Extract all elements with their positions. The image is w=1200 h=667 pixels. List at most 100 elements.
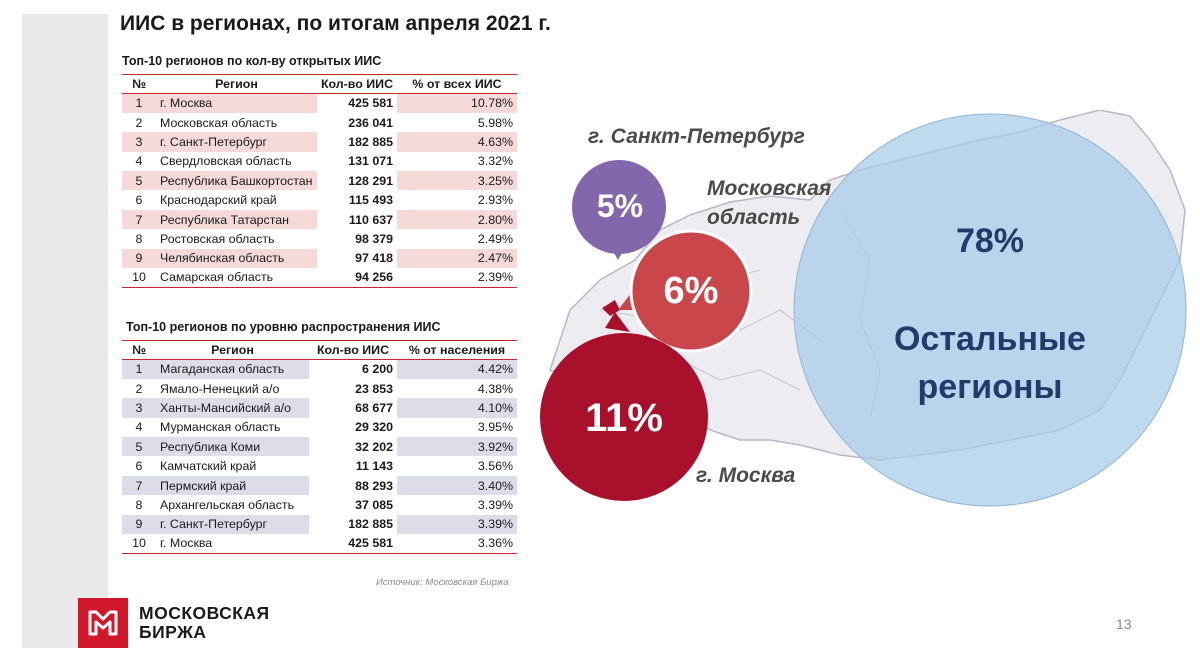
table-caption: Топ-10 регионов по уровню распространени…	[126, 320, 441, 334]
cell-region: Московская область	[160, 115, 278, 130]
cell-num: 8	[135, 497, 143, 512]
cell-pct: 3.40%	[397, 475, 517, 496]
cell-pct: 3.32%	[477, 154, 513, 169]
cell-region: Камчатский край	[160, 459, 257, 474]
table-row: 6 Камчатский край 11 143 3.56%	[122, 456, 517, 476]
cell-count: 29 320	[309, 417, 397, 438]
header-pct: % от всех ИИС	[397, 74, 517, 94]
cell-count: 425 581	[317, 93, 397, 113]
cell-region: г. Москва	[156, 93, 317, 113]
cell-num: 1	[122, 359, 156, 379]
cell-pct: 4.38%	[477, 381, 513, 396]
cell-pct: 2.39%	[397, 268, 517, 288]
table-row: 1 Магаданская область 6 200 4.42%	[122, 359, 517, 379]
data-table: № Регион Кол-во ИИС % от населения 1 Мага…	[122, 340, 517, 554]
table-row: 10 г. Москва 425 581 3.36%	[122, 534, 517, 554]
cell-num: 7	[122, 209, 156, 230]
cell-region: Мурманская область	[160, 420, 281, 435]
cell-region: Ханты-Мансийский а/о	[156, 398, 309, 418]
table-row: 4 Мурманская область 29 320 3.95%	[122, 417, 517, 438]
cell-count: 94 256	[317, 268, 397, 288]
logo-text: МОСКОВСКАЯ БИРЖА	[139, 604, 270, 642]
table-row: 10 Самарская область 94 256 2.39%	[122, 268, 517, 288]
label-mo-line1: Московская	[707, 177, 832, 200]
cell-region: Челябинская область	[156, 248, 317, 269]
cell-num: 5	[122, 171, 156, 191]
table-row: 7 Республика Татарстан 110 637 2.80%	[122, 209, 517, 230]
cell-pct: 3.56%	[477, 459, 513, 474]
table-row: 1 г. Москва 425 581 10.78%	[122, 93, 517, 113]
table-header-row: № Регион Кол-во ИИС % от населения	[122, 340, 517, 360]
header-pct: % от населения	[397, 340, 517, 360]
cell-region: Магаданская область	[156, 359, 309, 379]
cell-count: 32 202	[309, 437, 397, 457]
label-mo-line2: область	[707, 206, 801, 229]
cell-pct: 3.95%	[477, 420, 513, 435]
cell-count: 128 291	[317, 171, 397, 191]
cell-count: 6 200	[309, 359, 397, 379]
moex-logo-icon	[88, 610, 118, 636]
cell-count: 37 085	[309, 495, 397, 515]
table-row: 2 Московская область 236 041 5.98%	[122, 112, 517, 133]
cell-count: 182 885	[309, 514, 397, 535]
cell-pct: 5.98%	[477, 115, 513, 130]
cell-region: г. Санкт-Петербург	[156, 514, 309, 535]
cell-count: 115 493	[317, 190, 397, 210]
cell-region: Пермский край	[156, 475, 309, 496]
table-header-row: № Регион Кол-во ИИС % от всех ИИС	[122, 74, 517, 94]
cell-count: 236 041	[317, 112, 397, 133]
cell-count: 182 885	[317, 132, 397, 152]
header-count: Кол-во ИИС	[317, 74, 397, 94]
data-table: № Регион Кол-во ИИС % от всех ИИС 1 г. Мо…	[122, 74, 517, 288]
bubble-rest-value: 78%	[955, 222, 1025, 260]
cell-pct: 3.39%	[397, 514, 517, 535]
label-rest-line2: регионы	[917, 368, 1063, 406]
cell-region: Республика Татарстан	[156, 209, 317, 230]
header-num: №	[122, 340, 156, 360]
cell-pct: 2.49%	[477, 231, 513, 246]
table-top-open: Топ-10 регионов по кол-ву открытых ИИС №…	[122, 54, 517, 288]
table-row: 8 Архангельская область 37 085 3.39%	[122, 495, 517, 515]
page-number: 13	[1116, 616, 1132, 632]
cell-pct: 3.25%	[397, 171, 517, 191]
cell-num: 4	[135, 420, 143, 435]
table-row: 2 Ямало-Ненецкий а/о 23 853 4.38%	[122, 378, 517, 399]
side-strip	[22, 14, 108, 648]
cell-region: Республика Башкортостан	[156, 171, 317, 191]
cell-count: 425 581	[309, 534, 397, 554]
cell-region: г. Санкт-Петербург	[156, 132, 317, 152]
header-region: Регион	[156, 74, 317, 94]
bubble-moscow-value: 11%	[585, 396, 663, 440]
cell-num: 8	[135, 231, 143, 246]
cell-num: 4	[135, 154, 143, 169]
cell-region: Республика Коми	[156, 437, 309, 457]
cell-num: 1	[122, 93, 156, 113]
cell-num: 2	[135, 381, 143, 396]
cell-num: 10	[122, 534, 156, 554]
cell-num: 3	[122, 132, 156, 152]
table-row: 3 г. Санкт-Петербург 182 885 4.63%	[122, 132, 517, 152]
cell-count: 97 418	[317, 248, 397, 269]
cell-count: 68 677	[309, 398, 397, 418]
cell-pct: 2.47%	[397, 248, 517, 269]
cell-count: 131 071	[317, 151, 397, 172]
cell-count: 98 379	[317, 229, 397, 249]
cell-pct: 4.10%	[397, 398, 517, 418]
cell-count: 23 853	[309, 378, 397, 399]
cell-region: Самарская область	[156, 268, 317, 288]
cell-num: 2	[135, 115, 143, 130]
slide-title: ИИС в регионах, по итогам апреля 2021 г.	[120, 12, 551, 35]
bubble-spb-value: 5%	[596, 188, 644, 224]
cell-pct: 3.39%	[477, 497, 513, 512]
label-moscow: г. Москва	[696, 464, 796, 487]
table-row: 3 Ханты-Мансийский а/о 68 677 4.10%	[122, 398, 517, 418]
cell-pct: 10.78%	[397, 93, 517, 113]
cell-num: 6	[135, 459, 143, 474]
table-row: 5 Республика Башкортостан 128 291 3.25%	[122, 171, 517, 191]
label-rest-line1: Остальные	[894, 320, 1086, 358]
cell-count: 110 637	[317, 209, 397, 230]
table-row: 4 Свердловская область 131 071 3.32%	[122, 151, 517, 172]
moex-logo	[78, 598, 128, 648]
table-row: 8 Ростовская область 98 379 2.49%	[122, 229, 517, 249]
bubble-mo-value: 6%	[663, 270, 719, 312]
